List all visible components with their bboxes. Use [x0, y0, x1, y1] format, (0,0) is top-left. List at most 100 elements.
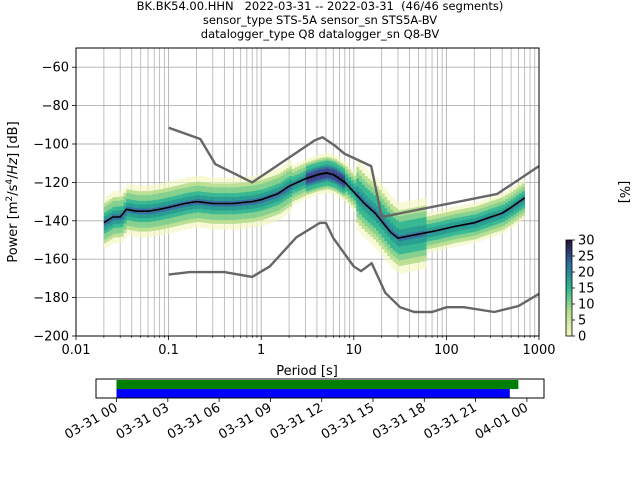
density-cell — [207, 196, 211, 199]
density-cell — [519, 185, 523, 188]
density-cell — [319, 167, 323, 170]
density-cell — [465, 229, 469, 232]
density-cell — [289, 210, 293, 213]
density-cell — [188, 211, 192, 214]
density-cell — [117, 202, 122, 205]
density-cell — [305, 158, 309, 161]
density-cell — [176, 223, 180, 226]
density-cell — [356, 172, 360, 175]
density-cell — [333, 187, 338, 190]
density-cell — [314, 157, 318, 160]
density-cell — [137, 214, 141, 217]
density-cell — [314, 180, 318, 183]
density-cell — [423, 245, 427, 248]
density-cell — [131, 220, 136, 224]
density-cell — [174, 212, 178, 215]
density-cell — [412, 224, 416, 227]
density-cell — [126, 219, 130, 223]
density-cell — [437, 233, 441, 236]
density-cell — [176, 208, 180, 211]
density-cell — [460, 234, 464, 237]
density-cell — [252, 212, 256, 215]
density-cell — [437, 237, 441, 240]
density-cell — [117, 229, 122, 232]
density-cell — [126, 198, 130, 201]
density-cell — [496, 202, 500, 205]
density-cell — [471, 212, 475, 215]
density-cell — [199, 206, 203, 209]
density-cell — [103, 242, 107, 245]
density-cell — [378, 235, 382, 238]
density-cell — [277, 200, 281, 203]
density-cell — [398, 229, 402, 232]
density-cell — [493, 216, 497, 219]
density-cell — [115, 233, 119, 236]
density-cell — [269, 193, 273, 197]
density-cell — [280, 212, 284, 215]
density-cell — [516, 216, 520, 219]
density-cell — [370, 223, 374, 226]
density-cell — [507, 200, 511, 203]
density-cell — [112, 220, 116, 223]
density-cell — [415, 203, 419, 206]
density-cell — [280, 190, 284, 194]
density-cell — [319, 165, 323, 168]
x-tick-label: 0.1 — [158, 343, 179, 358]
density-cell — [286, 167, 290, 171]
density-cell — [502, 215, 506, 219]
density-cell — [303, 171, 307, 174]
density-cell — [134, 227, 138, 230]
density-cell — [499, 216, 503, 220]
density-cell — [423, 220, 427, 223]
density-cell — [159, 229, 164, 232]
density-cell — [398, 246, 402, 249]
density-cell — [381, 204, 385, 207]
density-cell — [154, 220, 158, 223]
density-cell — [246, 212, 251, 215]
density-cell — [260, 179, 265, 182]
density-cell — [272, 212, 276, 215]
density-cell — [291, 197, 295, 200]
density-cell — [162, 203, 166, 206]
density-cell — [305, 196, 309, 199]
density-cell — [404, 245, 408, 248]
density-cell — [258, 185, 262, 189]
density-cell — [347, 167, 352, 170]
density-cell — [322, 187, 326, 191]
density-cell — [359, 194, 363, 198]
density-cell — [137, 196, 141, 199]
density-cell — [429, 211, 433, 215]
density-cell — [499, 232, 503, 235]
density-cell — [123, 202, 127, 205]
density-cell — [216, 216, 220, 219]
density-cell — [401, 232, 405, 235]
density-cell — [505, 191, 509, 194]
density-cell — [148, 200, 152, 203]
density-cell — [521, 216, 525, 219]
density-cell — [145, 198, 150, 201]
density-cell — [429, 217, 433, 220]
density-cell — [235, 183, 239, 186]
density-cell — [415, 249, 419, 252]
density-cell — [398, 261, 402, 265]
density-cell — [429, 213, 433, 216]
density-cell — [176, 191, 180, 194]
density-cell — [406, 262, 410, 265]
density-cell — [224, 191, 228, 194]
density-cell — [263, 215, 267, 218]
density-cell — [384, 233, 388, 236]
density-cell — [221, 217, 225, 221]
density-cell — [157, 226, 161, 229]
density-cell — [314, 166, 318, 170]
density-cell — [331, 192, 335, 195]
density-cell — [207, 186, 211, 189]
density-cell — [401, 205, 405, 208]
density-cell — [361, 174, 366, 178]
density-cell — [277, 183, 281, 186]
density-cell — [297, 200, 301, 203]
density-cell — [218, 194, 222, 197]
density-cell — [210, 200, 214, 203]
density-cell — [289, 169, 293, 173]
density-cell — [345, 172, 349, 175]
density-cell — [370, 242, 374, 245]
